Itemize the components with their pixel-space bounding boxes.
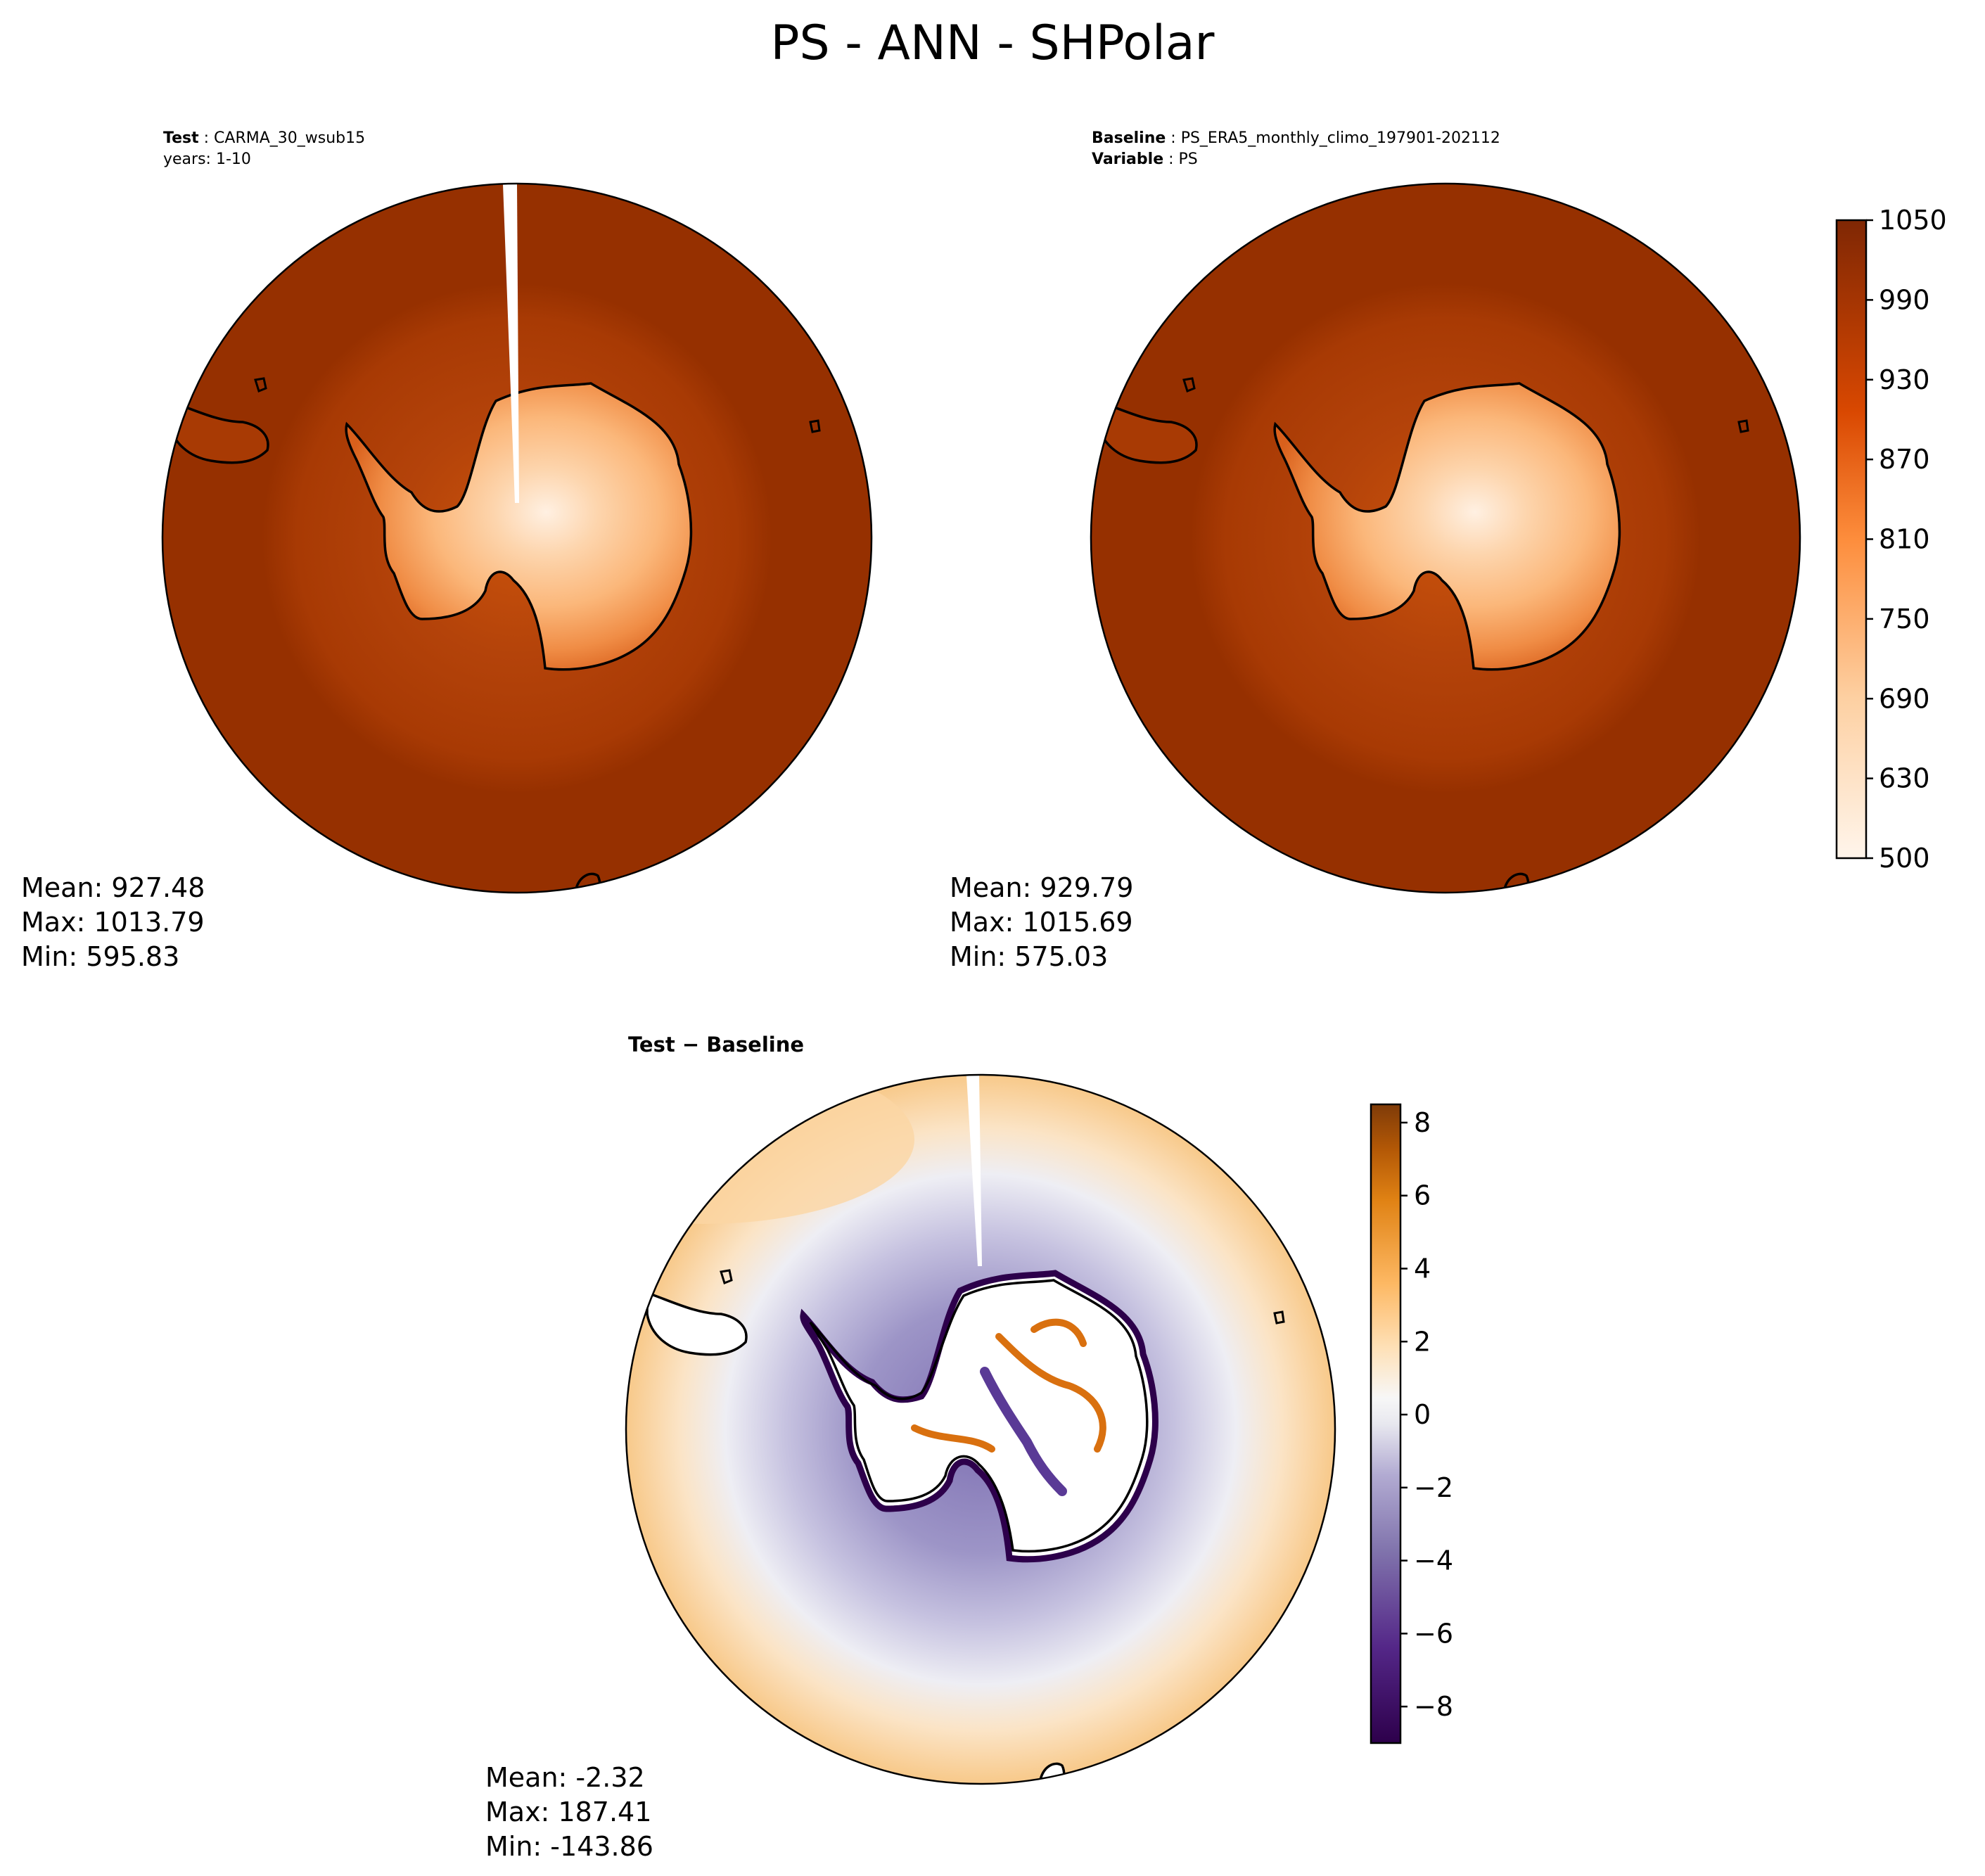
test-header: Test : CARMA_30_wsub15 years: 1-10 [163,128,365,170]
variable-name: PS [1178,151,1198,168]
test-island-right [809,419,821,433]
baseline-stats: Mean: 929.79 Max: 1015.69 Min: 575.03 [950,871,1133,974]
diff-south-america-land [646,1291,748,1356]
test-label: Test [163,129,199,147]
baseline-label: Baseline [1092,129,1166,147]
diff-max: Max: 187.41 [485,1797,652,1827]
diff-panel-title: Test − Baseline [628,1033,805,1057]
diff-colorbar-ticks: 8 6 4 2 0 −2 −4 −6 −8 [1400,1107,1453,1722]
diff-antarctica-region [800,1270,1159,1563]
test-min: Min: 595.83 [21,941,180,972]
figure-title: PS - ANN - SHPolar [770,15,1215,71]
top-colorbar-tick-label: 1050 [1879,205,1947,236]
diff-small-island [720,1269,733,1284]
diff-colorbar-tick-label: −6 [1414,1618,1453,1649]
top-colorbar-tick-label: 500 [1879,843,1930,874]
test-south-america-land [167,399,269,464]
diff-min: Min: -143.86 [485,1831,653,1862]
diff-colorbar-tick-label: 2 [1414,1326,1431,1357]
diff-colorbar-tick-label: 6 [1414,1180,1431,1211]
baseline-mean: Mean: 929.79 [950,872,1134,903]
diff-colorbar-tick-label: 8 [1414,1107,1431,1138]
baseline-map [1090,182,1801,894]
baseline-south-america-land [1096,399,1198,464]
diff-mean: Mean: -2.32 [485,1762,645,1793]
baseline-case-name: PS_ERA5_monthly_climo_197901-202112 [1180,129,1500,147]
top-colorbar-tick-label: 990 [1879,284,1930,315]
test-map-border [161,182,873,894]
diff-antarctica-coastline [809,1279,1149,1553]
test-map [161,182,873,894]
baseline-min: Min: 575.03 [950,941,1109,972]
baseline-island-right [1737,419,1749,433]
test-case-name: CARMA_30_wsub15 [214,129,366,147]
test-years: years: 1-10 [163,151,251,168]
diff-positive-region-upper-left [626,1075,914,1224]
test-mean: Mean: 927.48 [21,872,205,903]
diff-colorbar-tick-label: −4 [1414,1545,1453,1576]
top-colorbar-tick-label: 810 [1879,524,1930,555]
diff-missing-data-seam [966,1076,982,1266]
diff-colorbar-gradient [1370,1103,1402,1744]
top-colorbar: 1050 990 930 870 810 750 690 630 500 [1835,205,1947,874]
diff-stats: Mean: -2.32 Max: 187.41 Min: -143.86 [485,1761,653,1864]
test-case-line: Test : CARMA_30_wsub15 [163,129,366,147]
baseline-antarctica-field [1273,382,1621,671]
baseline-variable-line: Variable : PS [1092,151,1198,168]
baseline-map-border [1090,182,1801,894]
diff-colorbar: 8 6 4 2 0 −2 −4 −6 −8 [1370,1103,1453,1744]
diff-colorbar-tick-label: −8 [1414,1691,1453,1722]
top-colorbar-tick-label: 630 [1879,763,1930,794]
diff-interior-anomaly-orange [911,1318,1106,1453]
top-colorbar-ticks: 1050 990 930 870 810 750 690 630 500 [1866,205,1947,874]
diff-map [625,1073,1336,1785]
diff-colorbar-tick-label: 4 [1414,1253,1431,1284]
top-colorbar-gradient [1835,219,1868,860]
diff-colorbar-tick-label: 0 [1414,1399,1431,1430]
top-colorbar-tick-label: 690 [1879,683,1930,714]
test-antarctica-field [345,382,693,671]
diff-map-border [625,1073,1336,1785]
variable-label: Variable [1092,151,1164,168]
test-small-island [254,377,267,393]
baseline-small-island [1182,377,1196,393]
diff-island-right [1273,1310,1285,1325]
top-colorbar-tick-label: 870 [1879,444,1930,475]
top-colorbar-tick-label: 750 [1879,604,1930,634]
top-colorbar-tick-label: 930 [1879,364,1930,395]
test-missing-data-seam [503,184,519,503]
diff-colorbar-tick-label: −2 [1414,1472,1453,1503]
test-stats: Mean: 927.48 Max: 1013.79 Min: 595.83 [21,871,205,974]
baseline-max: Max: 1015.69 [950,907,1133,938]
baseline-case-line: Baseline : PS_ERA5_monthly_climo_197901-… [1092,129,1500,147]
baseline-header: Baseline : PS_ERA5_monthly_climo_197901-… [1092,128,1500,170]
diff-interior-anomaly-purple [980,1367,1067,1496]
test-max: Max: 1013.79 [21,907,205,938]
